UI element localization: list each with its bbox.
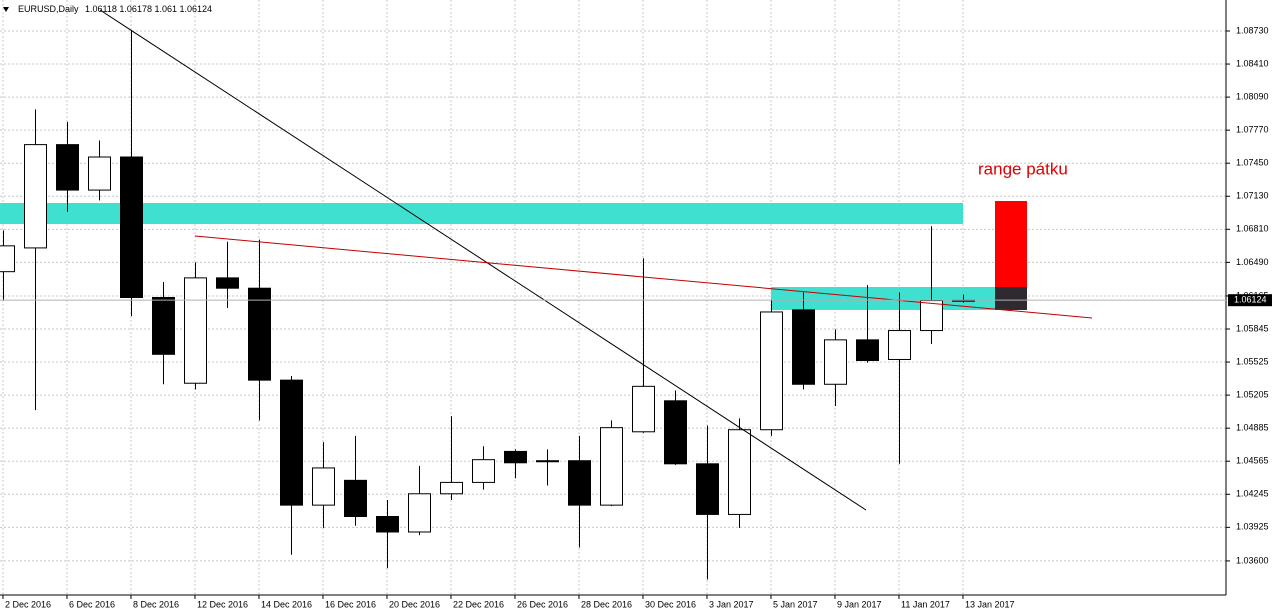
y-tick-label: 1.07770 <box>1236 125 1269 135</box>
candle-body <box>24 144 47 249</box>
candle-body <box>0 245 15 273</box>
y-tick-label: 1.08090 <box>1236 91 1269 101</box>
candle-body <box>664 400 687 465</box>
candle-body <box>312 467 335 506</box>
candle-body <box>632 385 655 433</box>
y-tick-label: 1.05205 <box>1236 389 1269 399</box>
candle-body <box>472 459 495 483</box>
candle-body <box>56 144 79 191</box>
x-tick-label: 28 Dec 2016 <box>581 599 632 609</box>
y-tick-label: 1.06490 <box>1236 257 1269 267</box>
price-label: 1.06124 <box>1234 295 1267 305</box>
candle-body <box>184 277 207 384</box>
x-tick-label: 16 Dec 2016 <box>325 599 376 609</box>
x-tick-label: 26 Dec 2016 <box>517 599 568 609</box>
trendline <box>194 235 1093 319</box>
trendline <box>99 9 867 511</box>
x-tick-label: 11 Jan 2017 <box>901 599 950 609</box>
y-tick-label: 1.04885 <box>1236 423 1269 433</box>
candle-body <box>600 427 623 506</box>
open: 1.06118 <box>85 4 117 14</box>
candle-body <box>248 287 271 381</box>
annotation: range pátku <box>978 159 1068 178</box>
candle-body <box>88 156 111 191</box>
menu-arrow[interactable] <box>3 7 9 12</box>
x-tick-label: 9 Jan 2017 <box>837 599 882 609</box>
candle-body <box>408 493 431 533</box>
candle-body <box>280 379 303 506</box>
candle-body <box>376 515 399 533</box>
close: 1.06124 <box>180 4 213 14</box>
x-tick-label: 20 Dec 2016 <box>389 599 440 609</box>
y-tick-label: 1.03600 <box>1236 555 1269 565</box>
y-tick-label: 1.05845 <box>1236 323 1269 333</box>
x-tick-label: 12 Dec 2016 <box>197 599 248 609</box>
candle-body <box>120 156 143 298</box>
candle-body <box>344 479 367 517</box>
candle-body <box>440 481 463 495</box>
x-tick-label: 30 Dec 2016 <box>645 599 696 609</box>
candle-body <box>728 429 751 515</box>
y-tick-label: 1.08410 <box>1236 58 1269 68</box>
x-tick-label: 2 Dec 2016 <box>5 599 51 609</box>
zone <box>0 203 963 224</box>
x-tick-label: 14 Dec 2016 <box>261 599 312 609</box>
low: 1.061 <box>154 4 177 14</box>
y-tick-label: 1.06810 <box>1236 224 1269 234</box>
range-box <box>995 201 1027 287</box>
symbol: EURUSD,Daily <box>18 4 79 14</box>
x-tick-label: 3 Jan 2017 <box>709 599 754 609</box>
header: EURUSD,Daily 1.06118 1.06178 1.061 1.061… <box>18 4 212 14</box>
y-tick-label: 1.04245 <box>1236 489 1269 499</box>
candle-body <box>856 339 879 362</box>
price-label-box <box>1228 294 1272 307</box>
x-tick-label: 6 Dec 2016 <box>69 599 115 609</box>
candle-body <box>760 311 783 431</box>
y-tick-label: 1.04565 <box>1236 456 1269 466</box>
candles <box>0 29 975 580</box>
high: 1.06178 <box>119 4 152 14</box>
candle-body <box>696 463 719 515</box>
x-tick-label: 22 Dec 2016 <box>453 599 504 609</box>
candle-body <box>920 300 943 332</box>
y-tick-label: 1.05525 <box>1236 356 1269 366</box>
y-tick-label: 1.07450 <box>1236 158 1269 168</box>
x-tick-label: 5 Jan 2017 <box>773 599 818 609</box>
candle-body <box>152 297 175 355</box>
range-overlap <box>995 287 1027 310</box>
y-tick-label: 1.08730 <box>1236 25 1269 35</box>
candle-body <box>568 460 591 506</box>
y-tick-label: 1.03925 <box>1236 522 1269 532</box>
candle-body <box>536 460 559 463</box>
candle-body <box>824 339 847 385</box>
candle-body <box>792 309 815 385</box>
candle-body <box>216 277 239 289</box>
x-tick-label: 8 Dec 2016 <box>133 599 179 609</box>
candle-body <box>504 450 527 464</box>
x-tick-label: 13 Jan 2017 <box>965 599 1015 609</box>
y-tick-label: 1.07130 <box>1236 191 1269 201</box>
candle-body <box>888 330 911 360</box>
